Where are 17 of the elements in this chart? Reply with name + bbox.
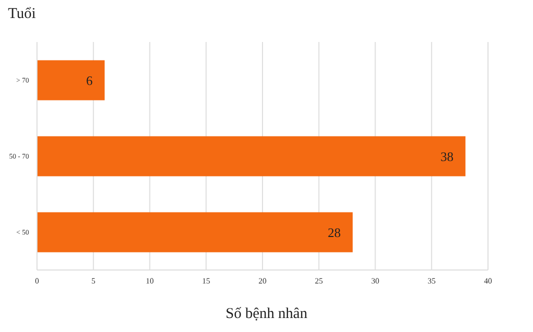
x-tick-label: 0 (35, 276, 39, 286)
x-tick-label: 10 (146, 276, 154, 286)
x-tick-label: 40 (484, 276, 492, 286)
x-tick-label: 25 (314, 276, 323, 286)
bar (37, 212, 353, 252)
bar (37, 60, 105, 100)
y-axis-title: Tuổi (8, 6, 36, 23)
data-label: 6 (86, 72, 94, 88)
x-tick-label: 30 (371, 276, 380, 286)
x-tick-label: 20 (258, 276, 266, 286)
x-tick-label: 35 (428, 276, 436, 286)
bar (37, 136, 466, 176)
x-tick-label: 15 (202, 276, 210, 286)
x-axis-title: Số bệnh nhân (224, 306, 308, 323)
data-label: 28 (328, 224, 341, 240)
x-tick-label: 5 (91, 276, 96, 286)
data-label: 38 (440, 148, 454, 164)
